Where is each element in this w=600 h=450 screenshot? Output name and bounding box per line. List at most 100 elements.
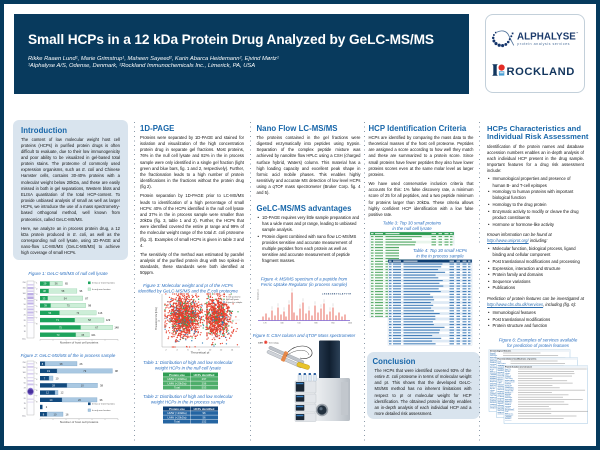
- svg-text:8: 8: [43, 412, 45, 416]
- svg-text:Figure 3: Molecular weight and: Figure 3: Molecular weight and pI of the…: [143, 283, 234, 288]
- svg-text:ProtFun: ProtFun: [490, 399, 496, 402]
- svg-text:71: 71: [56, 318, 59, 322]
- svg-text:33: 33: [42, 296, 45, 300]
- svg-text:Total: Total: [174, 386, 180, 390]
- svg-text:TMHMM: TMHMM: [498, 366, 505, 368]
- svg-text:2: 2: [46, 405, 48, 409]
- svg-text:10: 10: [24, 331, 27, 333]
- svg-text:37: 37: [24, 388, 27, 390]
- svg-text:Post translational modificatio: Post translational modifications of prot…: [498, 357, 537, 360]
- svg-text:Protein size: Protein size: [169, 373, 185, 377]
- svg-text:SignalP: SignalP: [505, 395, 512, 397]
- svg-text:297: 297: [202, 377, 207, 381]
- svg-text:NetNGlyc: NetNGlyc: [498, 404, 505, 407]
- svg-text:Figure 1: GeLC-MS/MS of null c: Figure 1: GeLC-MS/MS of null cell lysate: [28, 271, 108, 276]
- svg-text:75: 75: [59, 326, 62, 330]
- svg-text:NetOGlyc: NetOGlyc: [490, 357, 497, 360]
- svg-text:87: 87: [85, 296, 88, 300]
- svg-text:BepiPred: BepiPred: [490, 380, 497, 383]
- svg-text:SecretomeP: SecretomeP: [505, 408, 515, 411]
- svg-text:NetCorona: NetCorona: [498, 362, 506, 365]
- svg-text:148: 148: [114, 326, 119, 330]
- svg-text:weight HCPs in the in process: weight HCPs in the in process sample: [151, 400, 226, 405]
- svg-text:HCPs identified: HCPs identified: [194, 373, 215, 377]
- svg-text:2: 2: [165, 350, 167, 352]
- svg-text:EpiJen: EpiJen: [490, 388, 495, 390]
- svg-text:38: 38: [100, 384, 103, 388]
- svg-text:Table 1: Distribution of high: Table 1: Distribution of high and low mo…: [143, 360, 233, 365]
- svg-text:NetNGlyc: NetNGlyc: [490, 354, 497, 357]
- svg-text:SignalP: SignalP: [490, 353, 497, 355]
- svg-text:EpiJen: EpiJen: [498, 380, 503, 382]
- svg-text:NetMHC: NetMHC: [498, 367, 505, 370]
- svg-text:ProP: ProP: [490, 368, 495, 371]
- svg-text:6: 6: [36, 390, 37, 392]
- svg-text:NetMHC: NetMHC: [505, 417, 512, 420]
- svg-text:YinOYang: YinOYang: [505, 378, 513, 380]
- svg-text:CPHmodels: CPHmodels: [505, 388, 514, 390]
- svg-text:75: 75: [24, 298, 27, 300]
- svg-text:HCPs identified: HCPs identified: [194, 407, 215, 411]
- svg-text:67: 67: [95, 326, 98, 330]
- svg-text:ROCKLAND: ROCKLAND: [507, 66, 575, 78]
- svg-text:In process sample: In process sample: [226, 302, 243, 304]
- svg-text:12: 12: [220, 350, 223, 352]
- svg-text:NetOGlyc: NetOGlyc: [498, 407, 505, 410]
- svg-text:NetSurfP: NetSurfP: [498, 393, 506, 396]
- svg-text:NetAcet: NetAcet: [505, 403, 512, 406]
- svg-text:SignalP: SignalP: [498, 403, 505, 405]
- svg-text:50: 50: [24, 382, 27, 384]
- svg-text:In two or more fractions: In two or more fractions: [92, 403, 116, 406]
- svg-text:NetOGlyc: NetOGlyc: [505, 398, 512, 401]
- svg-text:10: 10: [24, 408, 27, 410]
- svg-text:20: 20: [78, 398, 81, 402]
- svg-text:8: 8: [36, 323, 37, 325]
- svg-text:ProP: ProP: [498, 360, 503, 363]
- svg-text:38: 38: [43, 289, 46, 293]
- svg-text:6: 6: [36, 312, 37, 314]
- svg-text:TMHMM: TMHMM: [505, 416, 512, 418]
- svg-text:Immunological features: Immunological features: [490, 349, 511, 352]
- svg-text:Theoretical pI: Theoretical pI: [191, 351, 210, 355]
- svg-text:14: 14: [231, 350, 234, 352]
- svg-text:L S D A G E E V G L A T V Y R: L S D A G E E V G L A T V Y R: [322, 293, 351, 296]
- svg-text:In only one fraction: In only one fraction: [92, 409, 111, 412]
- svg-text:4: 4: [36, 379, 37, 381]
- svg-text:150: 150: [22, 367, 26, 369]
- svg-text:ProtFun: ProtFun: [498, 390, 504, 393]
- svg-text:Number of host cell proteins: Number of host cell proteins: [60, 420, 99, 424]
- svg-text:™: ™: [576, 32, 579, 35]
- svg-text:75: 75: [67, 304, 70, 308]
- svg-text:1020: 1020: [348, 323, 352, 325]
- svg-text:NetMHCII: NetMHCII: [498, 369, 506, 372]
- svg-text:ProtFun: ProtFun: [505, 382, 511, 385]
- svg-text:58: 58: [88, 318, 91, 322]
- svg-text:NetSurfP: NetSurfP: [490, 401, 498, 404]
- svg-text:19: 19: [47, 369, 50, 373]
- svg-text:4: 4: [36, 300, 37, 302]
- svg-text:36: 36: [55, 282, 58, 286]
- svg-text:15: 15: [24, 326, 27, 328]
- svg-text:680: 680: [314, 323, 317, 325]
- svg-text:250: 250: [22, 282, 26, 284]
- svg-text:170: 170: [263, 323, 266, 325]
- svg-text:LMW (<20kDa): LMW (<20kDa): [168, 381, 187, 385]
- svg-text:Table 3: Top 30 small proteins: Table 3: Top 30 small proteins: [383, 221, 442, 226]
- svg-text:LipoP: LipoP: [498, 382, 503, 384]
- svg-text:NetMHCII: NetMHCII: [490, 378, 498, 381]
- svg-text:256: 256: [202, 381, 207, 385]
- svg-text:96: 96: [79, 289, 82, 293]
- svg-text:5: 5: [36, 385, 37, 387]
- svg-text:ChloroP: ChloroP: [505, 375, 512, 378]
- svg-text:CSH: CSH: [258, 343, 263, 345]
- svg-text:8: 8: [198, 350, 200, 352]
- svg-text:73: 73: [57, 333, 60, 337]
- svg-text:14: 14: [50, 398, 53, 402]
- svg-text:116: 116: [98, 311, 103, 315]
- svg-text:850: 850: [331, 323, 334, 325]
- svg-text:1: 1: [36, 282, 37, 284]
- svg-text:553: 553: [202, 386, 207, 390]
- svg-text:250: 250: [22, 362, 26, 364]
- svg-text:79: 79: [83, 369, 86, 373]
- svg-text:identified by GeLC-MS/MS and t: identified by GeLC-MS/MS and the E.coli …: [138, 289, 238, 294]
